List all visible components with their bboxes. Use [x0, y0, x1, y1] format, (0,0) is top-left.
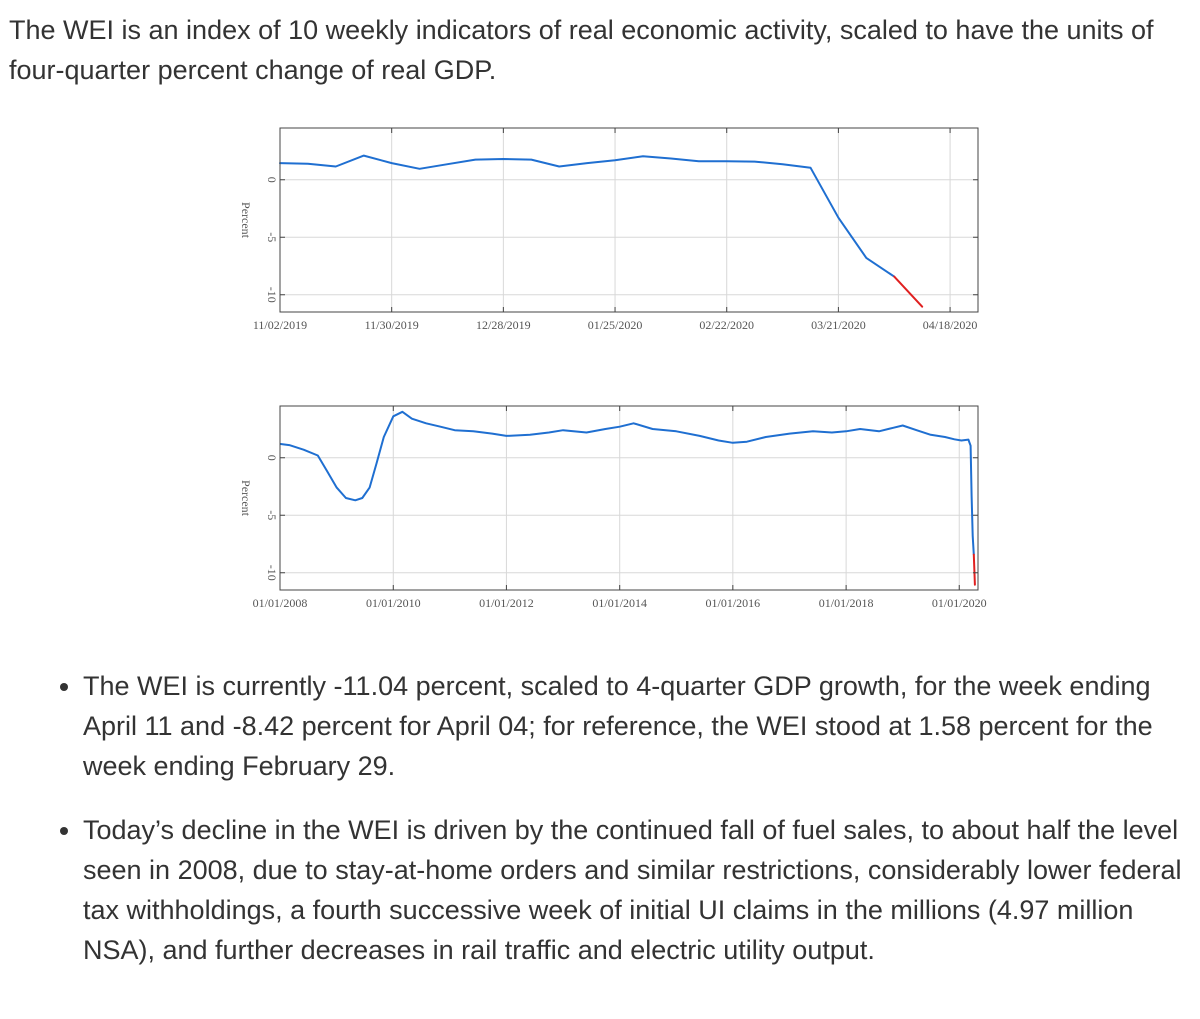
- x-tick-label: 12/28/2019: [476, 318, 531, 332]
- wei-series-line: [279, 154, 896, 278]
- wei-recent-chart: 11/02/2019 11/30/2019 12/28/2019 01/25/2020…: [239, 127, 979, 332]
- y-axis-label: Percent: [239, 202, 253, 239]
- plot-frame: [279, 127, 979, 313]
- x-tick-label: 01/01/2010: [366, 596, 421, 610]
- plot-frame: [279, 405, 979, 591]
- x-tick-label: 01/01/2014: [592, 596, 647, 610]
- x-tick-label: 11/02/2019: [253, 318, 307, 332]
- wei-latest-segment: [893, 275, 924, 308]
- y-tick-label: -5: [265, 510, 279, 520]
- x-tick-label: 04/18/2020: [923, 318, 978, 332]
- x-tick-label: 11/30/2019: [365, 318, 419, 332]
- x-tick-label: 01/01/2008: [253, 596, 308, 610]
- x-tick-label: 01/01/2012: [479, 596, 534, 610]
- wei-series-line: [279, 410, 975, 556]
- y-tick-label: -10: [265, 565, 279, 581]
- bullet-item-current-wei: The WEI is currently -11.04 percent, sca…: [83, 666, 1193, 786]
- wei-longrun-chart: 01/01/2008 01/01/2010 01/01/2012 01/01/2014…: [239, 405, 987, 610]
- x-tick-label: 02/22/2020: [699, 318, 754, 332]
- y-tick-label: -10: [265, 287, 279, 303]
- y-tick-label: 0: [265, 455, 279, 461]
- x-tick-label: 01/01/2018: [819, 596, 874, 610]
- bullet-list: The WEI is currently -11.04 percent, sca…: [56, 666, 1193, 994]
- x-tick-label: 01/25/2020: [588, 318, 643, 332]
- wei-latest-segment: [972, 553, 976, 586]
- x-tick-label: 01/01/2016: [705, 596, 760, 610]
- y-tick-label: 0: [265, 177, 279, 183]
- x-tick-label: 01/01/2020: [932, 596, 987, 610]
- intro-paragraph: The WEI is an index of 10 weekly indicat…: [9, 15, 1154, 85]
- y-tick-label: -5: [265, 232, 279, 242]
- y-axis-label: Percent: [239, 480, 253, 517]
- bullet-item-decline-drivers: Today’s decline in the WEI is driven by …: [83, 810, 1193, 970]
- x-tick-label: 03/21/2020: [811, 318, 866, 332]
